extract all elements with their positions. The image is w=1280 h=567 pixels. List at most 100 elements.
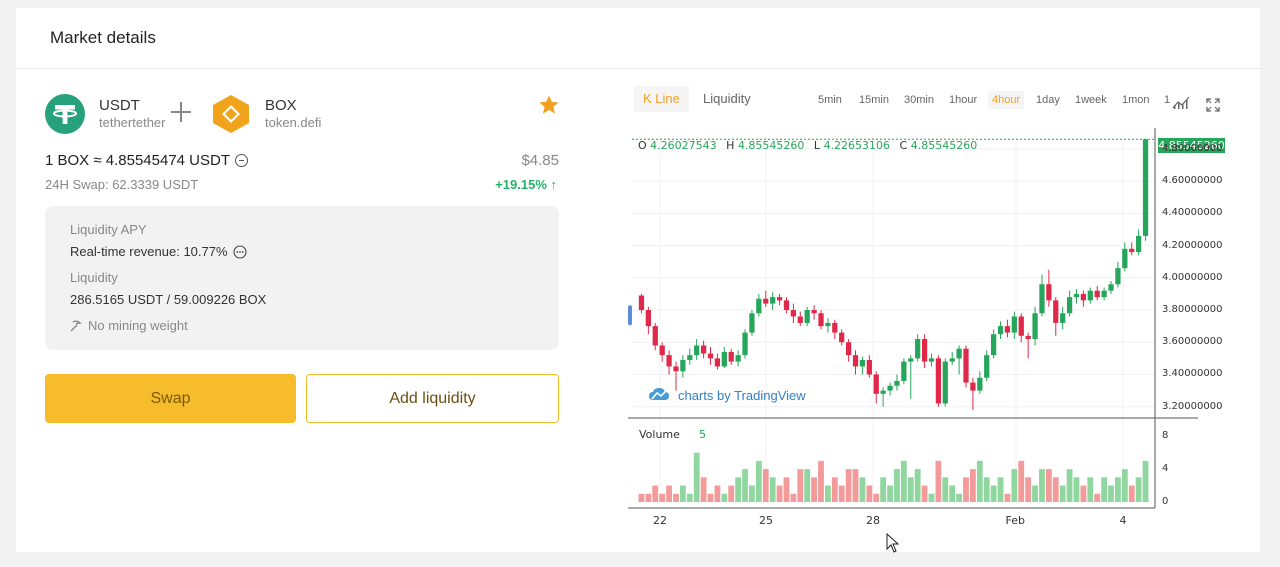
volume-bar — [797, 469, 804, 502]
candle-body — [1060, 313, 1066, 323]
quote-name: token.defi — [265, 115, 322, 130]
volume-bar — [804, 469, 811, 502]
timeframe-1hour[interactable]: 1hour — [949, 94, 978, 106]
candle-body — [742, 332, 748, 356]
volume-bar — [666, 485, 672, 502]
volume-tick-label: 8 — [1162, 430, 1169, 442]
volume-bar — [963, 477, 969, 502]
volume-bar — [935, 460, 942, 502]
usd-price: $4.85 — [521, 152, 559, 169]
volume-bar — [900, 460, 907, 502]
volume-bar — [907, 477, 914, 502]
volume-bar — [970, 469, 976, 502]
x-tick-label: Feb — [1005, 514, 1025, 527]
candle-body — [1142, 139, 1149, 236]
swap-button[interactable]: Swap — [45, 374, 296, 423]
timeframe-4hour[interactable]: 4hour — [988, 91, 1025, 109]
volume-bar — [824, 485, 831, 502]
swap-24h: 24H Swap: 62.3339 USDT — [45, 177, 199, 192]
volume-bar — [755, 460, 762, 502]
candle-body — [825, 322, 831, 327]
volume-bar — [1094, 493, 1101, 502]
volume-bar — [1101, 477, 1108, 502]
volume-bar — [728, 485, 735, 502]
volume-bar — [1087, 477, 1094, 502]
box-logo-icon — [211, 94, 251, 134]
volume-bar — [1073, 477, 1080, 502]
favorite-star-icon[interactable] — [538, 94, 560, 116]
candle-body — [783, 300, 790, 311]
volume-bar — [956, 493, 963, 502]
candle-body — [735, 355, 741, 362]
candle-body — [928, 358, 935, 362]
add-liquidity-button[interactable]: Add liquidity — [306, 374, 559, 423]
volume-bar — [1039, 469, 1045, 502]
x-tick-label: 25 — [759, 514, 773, 527]
timeframe-1week[interactable]: 1week — [1075, 94, 1107, 106]
candle-body — [839, 332, 845, 343]
volume-bar — [714, 485, 721, 502]
tab-kline[interactable]: K Line — [634, 86, 689, 112]
timeframe-5min[interactable]: 5min — [818, 94, 842, 106]
candle-body — [997, 326, 1004, 335]
mining-row: No mining weight — [70, 318, 188, 333]
plus-icon — [171, 102, 191, 122]
candle-body — [790, 310, 796, 317]
candle-body — [873, 374, 879, 394]
candle-body — [1032, 313, 1038, 340]
timeframe-30min[interactable]: 30min — [904, 94, 934, 106]
timeframe-15min[interactable]: 15min — [859, 94, 889, 106]
volume-bar — [1018, 460, 1025, 502]
y-tick-label: 3.40000000 — [1162, 368, 1223, 380]
usdt-logo-icon — [45, 94, 85, 134]
candle-body — [673, 366, 679, 372]
y-tick-label: 3.80000000 — [1162, 304, 1223, 316]
base-name: tethertether — [99, 115, 166, 130]
more-dots-icon[interactable] — [232, 244, 247, 259]
candle-body — [1018, 316, 1024, 336]
candle-body — [970, 382, 976, 391]
volume-bar — [742, 469, 748, 502]
base-token: USDT tethertether — [45, 94, 166, 134]
timeframe-1day[interactable]: 1day — [1036, 94, 1060, 106]
fullscreen-icon[interactable] — [1206, 98, 1220, 117]
ohlc-high-value: 4.85545260 — [737, 139, 805, 152]
candle-body — [908, 358, 914, 362]
candle-body — [859, 359, 866, 367]
candle-body — [714, 358, 721, 367]
y-tick-label: 3.20000000 — [1162, 400, 1223, 412]
last-price-tag: 4.85545260 — [1158, 138, 1225, 153]
exchange-rate: 1 BOX ≈ 4.85545474 USDT — [45, 152, 249, 169]
volume-bar — [1108, 485, 1114, 502]
candle-body — [866, 359, 872, 375]
volume-bar — [831, 477, 838, 502]
candle-body — [680, 359, 686, 372]
mouse-cursor-icon — [886, 532, 900, 558]
volume-bar — [818, 460, 824, 502]
volume-bar — [749, 485, 755, 502]
rate-info-icon[interactable] — [235, 154, 249, 167]
mining-text: No mining weight — [88, 318, 188, 333]
volume-bar — [894, 469, 900, 502]
candle-body — [645, 310, 651, 327]
tradingview-watermark[interactable]: charts by TradingView — [648, 387, 806, 404]
candle-body — [1122, 248, 1128, 269]
volume-bar — [700, 477, 707, 502]
candle-body — [763, 298, 769, 304]
candlestick-chart[interactable] — [628, 128, 1198, 528]
volume-bar — [914, 469, 921, 502]
tab-liquidity[interactable]: Liquidity — [703, 91, 751, 106]
candle-body — [1129, 248, 1135, 253]
timeframe-1mon[interactable]: 1mon — [1122, 94, 1150, 106]
volume-bar — [942, 477, 949, 502]
candle-body — [832, 322, 838, 333]
volume-tick-label: 0 — [1162, 496, 1169, 507]
ohlc-low-value: 4.22653106 — [823, 139, 891, 152]
base-symbol: USDT — [99, 97, 140, 114]
chart-type-icon[interactable] — [1172, 95, 1190, 114]
candle-body — [963, 348, 969, 383]
timeframe-1[interactable]: 1 — [1164, 94, 1171, 106]
volume-bar — [735, 477, 742, 502]
candle-body — [666, 355, 672, 367]
volume-bar — [1011, 469, 1018, 502]
